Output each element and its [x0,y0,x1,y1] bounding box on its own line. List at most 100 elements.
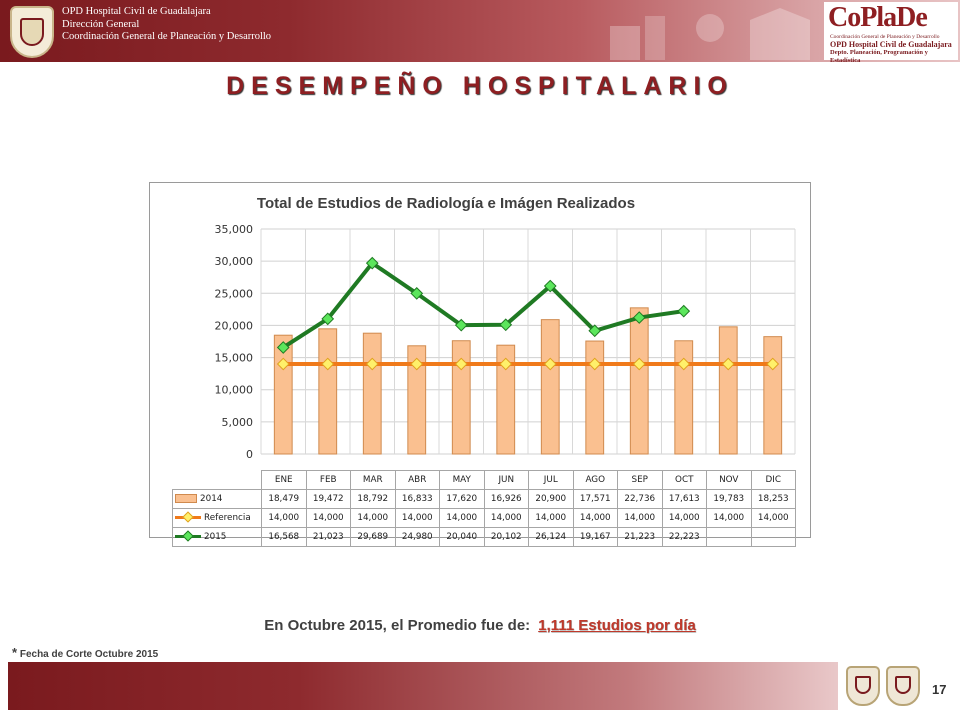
series-label-cell: 2015 [172,527,262,547]
series-marker-referencia [543,357,557,371]
series-marker-referencia [276,357,290,371]
table-cell [750,527,796,547]
table-cell: 19,167 [572,527,618,547]
category-label: NOV [706,470,752,490]
chart-container: 35,000 30,000 25,000 20,000 15,000 10,000 5,00… [149,182,811,547]
table-cell: 14,000 [572,508,618,528]
table-cell: 20,900 [528,489,574,509]
legend-bar-swatch [175,494,197,503]
category-label: JUN [483,470,529,490]
bar-2014 [540,319,560,455]
table-cell: 14,000 [528,508,574,528]
table-cell: 14,000 [617,508,663,528]
table-cell: 24,980 [394,527,440,547]
category-label: MAR [350,470,396,490]
table-cell: 29,689 [350,527,396,547]
category-label: MAY [439,470,485,490]
y-tick-label: 0 [246,448,253,461]
table-cell: 14,000 [483,508,529,528]
header-banner [0,0,960,62]
category-label: DIC [750,470,796,490]
series-marker-2015 [499,318,513,332]
table-cell: 22,223 [661,527,707,547]
series-name: 2014 [200,494,223,504]
y-tick-label: 10,000 [215,384,254,397]
series-marker-2015 [410,287,424,300]
table-cell: 19,783 [706,489,752,509]
table-cell: 17,620 [439,489,485,509]
header-institution-text: OPD Hospital Civil de Guadalajara Direcc… [62,6,271,44]
table-corner-cell [173,471,262,490]
series-marker-2015 [588,324,602,338]
series-marker-referencia [365,357,379,371]
series-line-2015 [282,261,685,350]
table-row: Referencia 14,000 14,000 14,000 14,000 14,000… [172,508,796,528]
table-cell: 14,000 [439,508,485,528]
table-cell: 14,000 [394,508,440,528]
series-marker-referencia [410,357,424,371]
coplade-sub-line-2: OPD Hospital Civil de Guadalajara [830,40,952,49]
series-marker-referencia [588,357,602,371]
header-line-3: Coordinación General de Planeación y Des… [62,31,272,42]
y-tick-label: 35,000 [215,223,254,236]
bar-2014 [407,345,427,455]
monthly-average-note: En Octubre 2015, el Promedio fue de: 1,11… [0,617,960,634]
cutoff-date-text: Fecha de Corte Octubre 2015 [19,649,159,660]
series-name: Referencia [204,513,251,523]
table-cell: 14,000 [661,508,707,528]
table-cell: 14,000 [350,508,396,528]
table-cell: 20,102 [483,527,529,547]
table-cell: 21,223 [617,527,663,547]
series-marker-2015 [321,312,335,326]
table-row: 2014 18,479 19,472 18,792 16,833 17,620 16,926… [172,489,796,509]
category-label: SEP [617,470,663,490]
series-marker-2015 [276,341,290,354]
series-label-cell: 2014 [172,489,262,509]
table-cell: 17,613 [661,489,707,509]
legend-line-swatch [175,513,201,522]
category-label: ENE [261,470,307,490]
table-cell: 20,040 [439,527,485,547]
table-cell: 21,023 [305,527,351,547]
table-cell: 16,926 [483,489,529,509]
table-header-row: ENE FEB MAR ABR MAY JUN JUL AGO SEP OCT NOV DIC [173,470,796,490]
table-cell: 26,124 [528,527,574,547]
average-value-highlight: 1,111 Estudios por día [538,617,696,634]
legend-line-swatch [175,532,201,541]
category-label: FEB [305,470,351,490]
footer-crest-logo-2 [886,666,920,706]
table-cell: 18,792 [350,489,396,509]
table-cell: 14,000 [750,508,796,528]
series-marker-2015 [365,256,379,270]
category-label: ABR [394,470,440,490]
category-label: JUL [528,470,574,490]
table-cell: 14,000 [706,508,752,528]
y-tick-label: 20,000 [215,319,254,332]
bar-2014 [362,332,382,455]
table-cell: 17,571 [572,489,618,509]
series-marker-referencia [499,357,513,371]
series-marker-referencia [321,357,335,371]
y-tick-label: 30,000 [215,255,254,268]
series-marker-2015 [677,304,691,318]
y-tick-label: 25,000 [215,287,254,300]
table-cell: 19,472 [305,489,351,509]
hospital-building-illustration [610,8,810,60]
cutoff-date-note: * Fecha de Corte Octubre 2015 [12,645,158,660]
chart-plot: 35,000 30,000 25,000 20,000 15,000 10,000 5,00… [215,223,796,461]
page-title: DESEMPEÑO HOSPITALARIO [226,72,734,100]
bar-2014 [763,336,783,455]
table-cell: 16,833 [394,489,440,509]
y-tick-label: 5,000 [222,416,254,429]
chart-title: Total de Estudios de Radiología e Imágen… [256,195,636,212]
y-tick-label: 15,000 [215,352,254,365]
table-cell: 18,253 [750,489,796,509]
bar-2014 [629,307,649,455]
coplade-sub-line-1: Coordinación General de Planeación y Des… [830,34,940,40]
series-marker-2015 [632,311,646,324]
bar-2014 [674,340,694,455]
coplade-logo: CoPlaDe [828,2,928,33]
average-note-text: En Octubre 2015, el Promedio fue de: [264,617,531,634]
series-marker-referencia [454,357,468,371]
footer-banner [8,662,838,710]
